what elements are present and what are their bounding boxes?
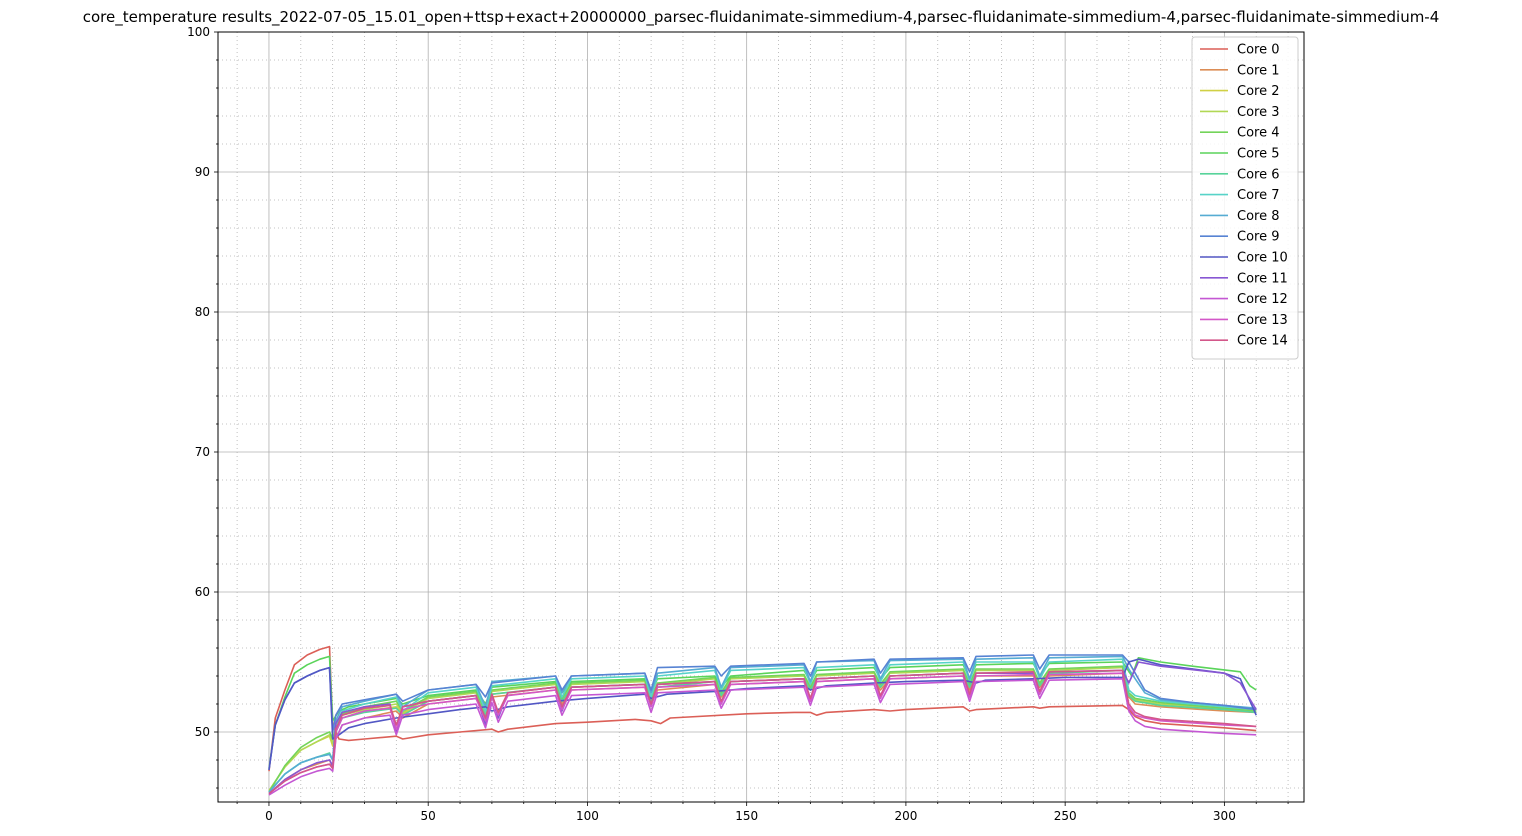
y-tick-label: 100 xyxy=(187,25,210,39)
y-tick-label: 80 xyxy=(195,305,210,319)
series-line-core-13 xyxy=(268,672,1257,795)
legend-label: Core 4 xyxy=(1237,126,1280,141)
y-tick-label: 50 xyxy=(195,725,210,739)
x-tick-label: 0 xyxy=(265,809,273,823)
legend-label: Core 13 xyxy=(1237,313,1288,328)
legend-label: Core 2 xyxy=(1237,84,1280,99)
legend-label: Core 12 xyxy=(1237,292,1288,307)
legend-label: Core 9 xyxy=(1237,230,1280,245)
legend-label: Core 1 xyxy=(1237,63,1280,78)
chart-title: core_temperature results_2022-07-05_15.0… xyxy=(83,8,1440,27)
series-line-core-11 xyxy=(268,661,1257,795)
series-line-core-4 xyxy=(268,665,1257,793)
x-tick-label: 50 xyxy=(421,809,436,823)
y-tick-label: 70 xyxy=(195,445,210,459)
legend-label: Core 10 xyxy=(1237,251,1288,266)
legend-label: Core 6 xyxy=(1237,167,1280,182)
legend-label: Core 8 xyxy=(1237,209,1280,224)
series-layer xyxy=(268,645,1257,796)
series-line-core-1 xyxy=(268,672,1257,795)
legend-label: Core 5 xyxy=(1237,147,1280,162)
x-tick-label: 150 xyxy=(735,809,758,823)
x-tick-label: 300 xyxy=(1213,809,1236,823)
series-line-core-12 xyxy=(268,677,1257,796)
legend-label: Core 14 xyxy=(1237,334,1288,349)
legend-label: Core 0 xyxy=(1237,43,1280,58)
x-tick-label: 250 xyxy=(1054,809,1077,823)
series-line-core-14 xyxy=(268,669,1257,795)
axis-ticks: 0 50 100 150 200 250 300 50 60 70 80 90 100 xyxy=(187,25,1289,823)
x-tick-label: 200 xyxy=(894,809,917,823)
x-tick-label: 100 xyxy=(576,809,599,823)
legend: Core 0 Core 1 Core 2 Core 3 Core 4 Core 5 Core… xyxy=(1191,36,1299,360)
series-line-core-9 xyxy=(268,654,1257,770)
legend-label: Core 11 xyxy=(1237,271,1288,286)
legend-label: Core 7 xyxy=(1237,188,1280,203)
y-tick-label: 60 xyxy=(195,585,210,599)
y-tick-label: 90 xyxy=(195,165,210,179)
plot-frame xyxy=(217,31,1305,803)
series-line-core-3 xyxy=(268,666,1257,792)
minor-grid xyxy=(218,32,1304,802)
series-line-core-10 xyxy=(268,658,1257,770)
legend-label: Core 3 xyxy=(1237,105,1280,120)
